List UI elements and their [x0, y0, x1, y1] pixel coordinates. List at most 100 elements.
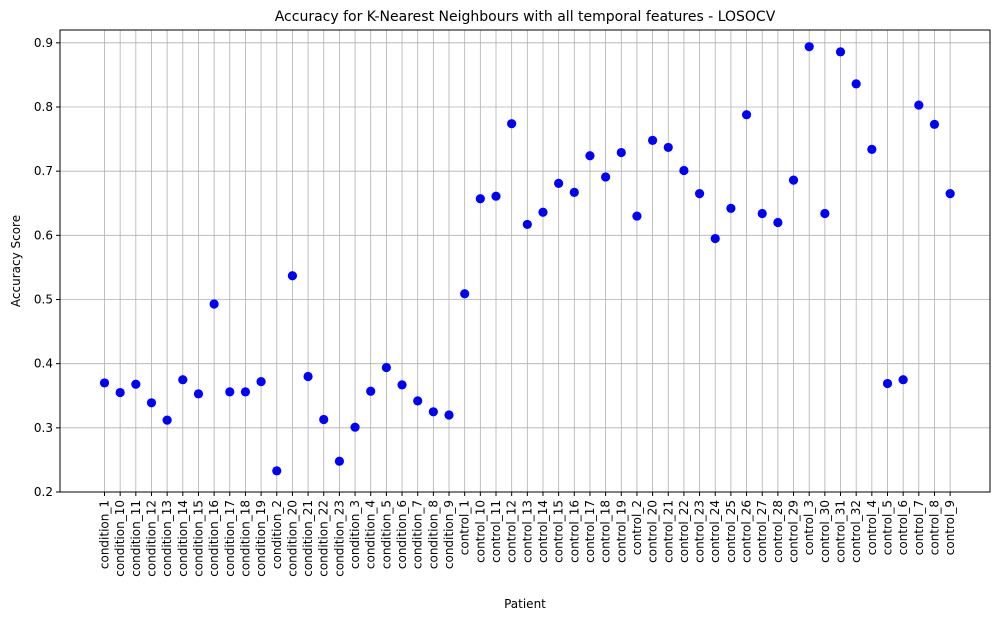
data-point-condition_9 — [444, 410, 454, 420]
data-point-control_16 — [569, 187, 579, 197]
x-tick-label: control_16 — [567, 500, 581, 563]
data-point-control_24 — [710, 233, 720, 244]
data-point-condition_12 — [146, 398, 157, 408]
x-tick-label: control_12 — [505, 500, 519, 563]
y-tick-label: 0.9 — [34, 36, 53, 50]
x-tick-label: control_21 — [661, 500, 675, 563]
data-point-control_27 — [757, 208, 767, 219]
data-point-condition_1 — [99, 378, 110, 388]
data-point-control_4 — [867, 144, 877, 154]
x-tick-label: control_8 — [927, 500, 941, 555]
data-point-control_2 — [632, 211, 642, 221]
x-tick-label: control_2 — [630, 500, 644, 555]
x-tick-label: condition_11 — [129, 500, 143, 577]
x-tick-label: control_7 — [912, 500, 926, 555]
data-point-control_22 — [679, 165, 689, 176]
x-tick-label: condition_15 — [191, 500, 205, 577]
data-point-control_30 — [820, 208, 830, 219]
y-tick-label: 0.2 — [34, 485, 53, 499]
data-point-condition_8 — [428, 407, 438, 417]
x-tick-label: control_22 — [677, 500, 691, 563]
data-point-control_29 — [788, 175, 799, 185]
data-point-control_19 — [616, 147, 626, 158]
data-point-condition_17 — [225, 387, 235, 397]
chart-title: Accuracy for K-Nearest Neighbours with a… — [275, 9, 776, 25]
x-tick-label: condition_2 — [270, 500, 284, 569]
data-point-control_21 — [663, 142, 673, 153]
x-tick-label: control_6 — [896, 500, 910, 555]
data-point-condition_21 — [303, 371, 313, 382]
data-point-control_32 — [851, 79, 861, 89]
data-point-control_6 — [898, 375, 908, 385]
data-point-control_23 — [694, 189, 705, 199]
x-tick-label: condition_19 — [254, 500, 268, 577]
x-tick-label: condition_22 — [317, 500, 331, 577]
data-point-condition_5 — [381, 362, 391, 373]
data-point-condition_2 — [272, 466, 282, 476]
data-point-condition_11 — [131, 379, 141, 389]
x-tick-label: control_4 — [865, 500, 879, 555]
data-point-control_15 — [554, 178, 564, 188]
x-tick-label: condition_7 — [411, 500, 425, 569]
x-tick-label: condition_18 — [238, 500, 252, 577]
x-tick-label: condition_13 — [160, 500, 174, 577]
data-point-control_13 — [522, 219, 532, 230]
x-tick-label: control_18 — [599, 500, 613, 563]
data-point-control_10 — [475, 194, 485, 204]
x-tick-label: condition_12 — [144, 500, 158, 577]
x-tick-label: control_30 — [818, 500, 832, 563]
x-tick-label: control_20 — [646, 500, 660, 563]
data-point-condition_22 — [319, 414, 329, 425]
data-point-control_7 — [914, 100, 924, 110]
x-tick-label: control_24 — [708, 500, 722, 563]
x-tick-label: control_28 — [771, 500, 785, 563]
data-point-condition_23 — [334, 456, 344, 466]
data-point-control_18 — [601, 172, 611, 182]
x-tick-label: condition_14 — [176, 500, 190, 577]
data-point-control_25 — [726, 203, 736, 213]
x-tick-label: condition_21 — [301, 500, 315, 577]
x-tick-label: condition_17 — [223, 500, 237, 577]
data-point-condition_18 — [240, 387, 251, 397]
data-point-condition_19 — [256, 377, 266, 387]
data-point-control_26 — [741, 110, 752, 120]
y-tick-label: 0.7 — [34, 164, 53, 178]
y-tick-label: 0.6 — [34, 228, 53, 242]
data-point-condition_16 — [209, 299, 219, 309]
x-tick-label: control_14 — [536, 500, 550, 563]
data-point-control_14 — [538, 207, 548, 217]
x-tick-label: control_29 — [787, 500, 801, 563]
data-point-condition_20 — [287, 271, 298, 281]
x-tick-label: control_17 — [583, 500, 597, 563]
data-point-condition_10 — [115, 387, 125, 398]
x-tick-label: condition_4 — [364, 500, 378, 569]
x-tick-label: control_32 — [849, 500, 863, 563]
data-points — [99, 42, 955, 476]
x-tick-label: control_13 — [520, 500, 534, 563]
x-tick-label: control_27 — [755, 500, 769, 563]
data-point-condition_15 — [193, 389, 204, 399]
x-axis-ticks: condition_1 condition_10 condition_11 condi… — [98, 492, 957, 577]
data-point-control_20 — [648, 135, 658, 145]
x-tick-label: condition_1 — [98, 500, 112, 569]
x-tick-label: condition_16 — [207, 500, 221, 577]
data-point-control_5 — [882, 378, 893, 389]
x-tick-label: condition_10 — [113, 500, 127, 577]
data-point-condition_6 — [397, 380, 407, 390]
x-tick-label: control_23 — [693, 500, 707, 563]
x-tick-label: control_19 — [614, 500, 628, 563]
data-point-control_11 — [491, 191, 501, 201]
data-point-control_8 — [929, 119, 940, 129]
x-tick-label: control_25 — [724, 500, 738, 563]
x-tick-label: condition_9 — [442, 500, 456, 569]
x-tick-label: condition_3 — [348, 500, 362, 569]
data-point-control_31 — [835, 47, 846, 57]
data-point-control_17 — [585, 151, 595, 161]
y-axis-ticks: 0.2 0.3 0.4 0.5 0.6 0.7 0.8 0.9 — [34, 36, 60, 499]
y-tick-label: 0.8 — [34, 100, 53, 114]
data-point-condition_13 — [162, 415, 172, 425]
x-tick-label: control_10 — [473, 500, 487, 563]
x-tick-label: control_3 — [802, 500, 816, 555]
data-point-control_12 — [507, 119, 517, 129]
